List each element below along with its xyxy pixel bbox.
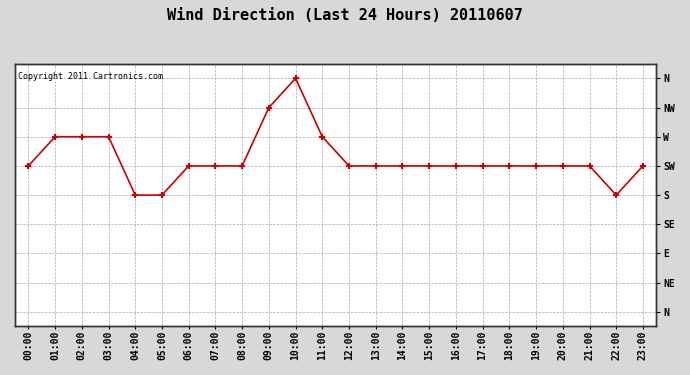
Text: Wind Direction (Last 24 Hours) 20110607: Wind Direction (Last 24 Hours) 20110607 bbox=[167, 8, 523, 22]
Text: Copyright 2011 Cartronics.com: Copyright 2011 Cartronics.com bbox=[18, 72, 164, 81]
